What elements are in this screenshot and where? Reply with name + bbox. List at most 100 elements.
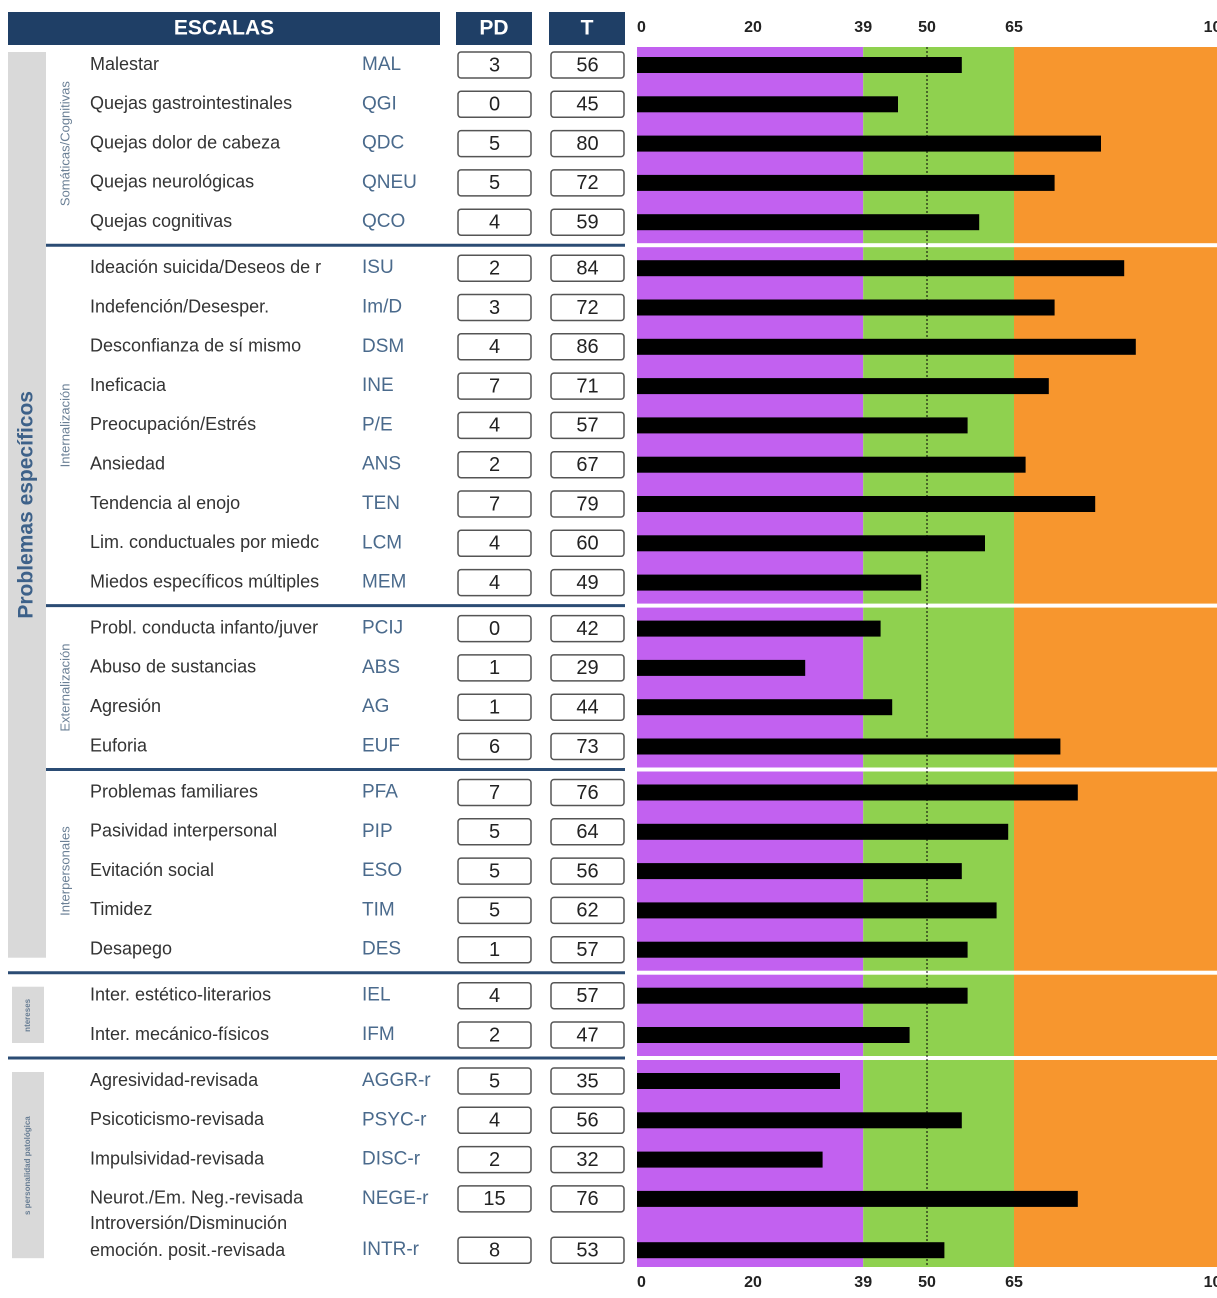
pd-box: [457, 654, 532, 682]
scale-code: INTR-r: [362, 1239, 420, 1260]
header-pd: PD: [479, 17, 508, 40]
bar: [637, 96, 898, 113]
t-value: 60: [576, 533, 598, 555]
t-value: 72: [576, 297, 598, 319]
section-label: s personalidad patológica: [23, 1116, 32, 1215]
t-box: [550, 1106, 625, 1135]
pd-box: [457, 896, 532, 925]
t-box: [550, 529, 625, 558]
section-label: ntereses: [23, 998, 32, 1031]
bar: [637, 214, 980, 231]
pd-value: 4: [489, 572, 500, 594]
bar: [637, 57, 962, 73]
pd-box: [457, 169, 532, 197]
scale-name: Euforia: [90, 735, 148, 755]
scale-code: Im/D: [362, 297, 402, 318]
section-label: Interpersonales: [57, 826, 72, 916]
bar: [637, 1151, 823, 1168]
scale-code: QNEU: [362, 172, 417, 193]
pd-box: [457, 1145, 532, 1174]
x-tick-label: 65: [1005, 19, 1023, 36]
t-box: [550, 614, 625, 643]
scale-code: ABS: [362, 657, 400, 678]
t-box: [550, 568, 625, 597]
bar: [637, 574, 922, 591]
pd-value: 0: [489, 618, 500, 640]
bar: [637, 535, 985, 552]
t-box: [550, 129, 625, 158]
bar: [637, 1027, 910, 1043]
pd-value: 6: [489, 736, 500, 758]
t-box: [550, 654, 625, 682]
pd-box: [457, 490, 532, 518]
zone: [863, 47, 1014, 1267]
pd-box: [457, 293, 532, 322]
t-value: 44: [576, 696, 598, 718]
t-box: [550, 293, 625, 322]
pd-value: 1: [489, 657, 500, 679]
scale-name: Abuso de sustancias: [90, 657, 256, 677]
scale-name: Quejas gastrointestinales: [90, 93, 292, 113]
pd-box: [457, 732, 532, 761]
zone-gap: [627, 603, 1217, 608]
pd-box: [457, 857, 532, 885]
pd-value: 7: [489, 493, 500, 515]
scale-code: TEN: [362, 493, 400, 514]
header-box: [456, 12, 532, 45]
x-tick-label: 50: [918, 19, 936, 36]
zone-gap: [627, 1056, 1217, 1060]
x-tick-label: 0: [637, 19, 646, 36]
t-value: 56: [576, 1110, 598, 1132]
t-value: 76: [576, 782, 598, 804]
t-box: [550, 1021, 625, 1049]
pd-box: [457, 1106, 532, 1135]
t-value: 71: [576, 375, 598, 397]
scale-code: ISU: [362, 257, 394, 278]
pd-value: 2: [489, 454, 500, 476]
zone: [1014, 47, 1217, 1267]
t-value: 59: [576, 211, 598, 233]
t-box: [550, 411, 625, 440]
x-tick-label: 100: [1204, 1274, 1217, 1291]
t-box: [550, 857, 625, 885]
scale-code: DES: [362, 939, 401, 960]
pd-box: [457, 1236, 532, 1264]
scale-code: EUF: [362, 736, 400, 757]
scale-code: ESO: [362, 860, 402, 881]
t-value: 57: [576, 939, 598, 961]
x-tick-label: 65: [1005, 1274, 1023, 1291]
t-value: 56: [576, 860, 598, 882]
scale-name: Malestar: [90, 54, 159, 74]
scale-name: Agresividad-revisada: [90, 1070, 259, 1090]
pd-value: 5: [489, 1070, 500, 1092]
scale-name: Neurot./Em. Neg.-revisada: [90, 1188, 304, 1208]
pd-value: 4: [489, 985, 500, 1007]
t-box: [550, 1145, 625, 1174]
t-box: [550, 51, 625, 79]
scale-name: Psicoticismo-revisada: [90, 1109, 265, 1129]
pd-value: 3: [489, 297, 500, 319]
t-value: 49: [576, 572, 598, 594]
pd-box: [457, 372, 532, 400]
t-box: [550, 896, 625, 925]
t-value: 45: [576, 94, 598, 116]
bar: [637, 941, 968, 958]
pd-value: 3: [489, 54, 500, 76]
t-box: [550, 169, 625, 197]
bar: [637, 417, 968, 434]
t-value: 84: [576, 257, 598, 279]
t-box: [550, 90, 625, 119]
t-box: [550, 693, 625, 721]
scale-code: AGGR-r: [362, 1070, 431, 1091]
scale-code: DSM: [362, 336, 404, 357]
pd-value: 5: [489, 133, 500, 155]
pd-box: [457, 411, 532, 440]
t-value: 67: [576, 454, 598, 476]
scale-name: Quejas cognitivas: [90, 211, 232, 231]
t-box: [550, 372, 625, 400]
pd-box: [457, 1021, 532, 1049]
pd-box: [457, 254, 532, 282]
scale-code: MEM: [362, 572, 406, 593]
scale-name: Tendencia al enojo: [90, 493, 240, 513]
